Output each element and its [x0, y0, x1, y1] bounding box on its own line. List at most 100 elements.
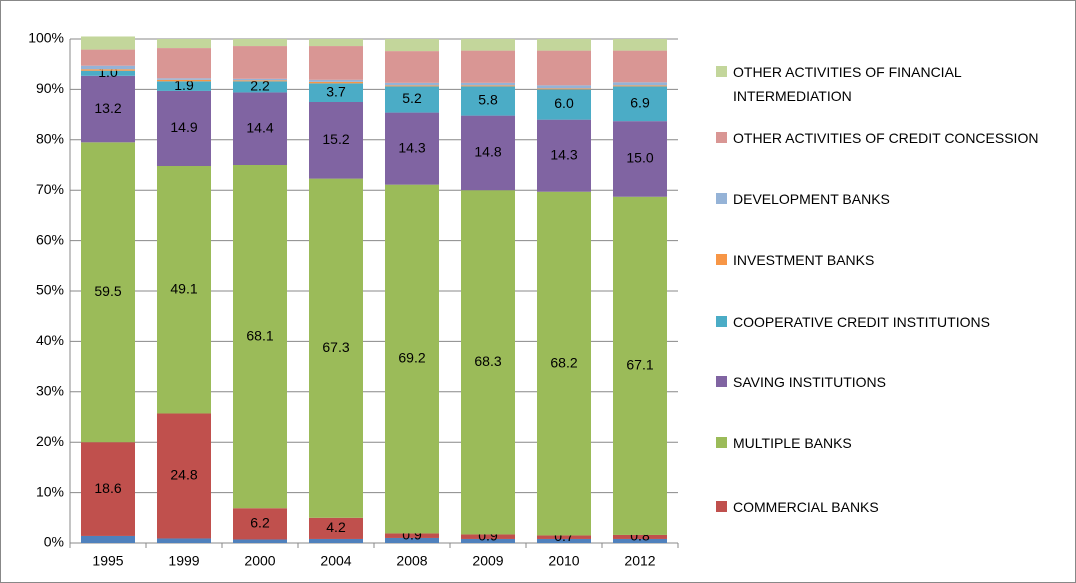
- bar-segment: [157, 166, 211, 414]
- legend-label: OTHER ACTIVITIES OF CREDIT CONCESSION: [733, 130, 1039, 146]
- bar-segment: [233, 46, 287, 79]
- bar-segment: [537, 89, 591, 120]
- bar-segment: [613, 39, 667, 51]
- x-tick-label: 1999: [168, 553, 199, 569]
- bar-segment: [461, 534, 515, 539]
- data-label: 68.3: [474, 353, 501, 369]
- y-tick-label: 70%: [36, 181, 64, 197]
- bar-segment: [81, 36, 135, 50]
- x-tick-label: 2004: [320, 553, 351, 569]
- bar-segment: [385, 82, 439, 86]
- legend-item: OTHER ACTIVITIES OF CREDIT CONCESSION: [716, 126, 1073, 150]
- bar-segment: [81, 69, 135, 71]
- x-tick-label: 2009: [472, 553, 503, 569]
- data-label: 14.8: [474, 144, 501, 160]
- legend-item: OTHER ACTIVITIES OF FINANCIAL INTERMEDIA…: [716, 60, 993, 108]
- bar-segment: [537, 119, 591, 192]
- bar-segment: [613, 538, 667, 543]
- y-tick-label: 50%: [36, 282, 64, 298]
- bar-segment: [309, 102, 363, 179]
- bar-segment: [309, 517, 363, 539]
- bar-segment: [461, 538, 515, 543]
- bar-segment: [233, 78, 287, 81]
- bar-segment: [461, 50, 515, 83]
- x-tick-label: 2012: [624, 553, 655, 569]
- bar-segment: [613, 196, 667, 535]
- bar-segment: [157, 79, 211, 82]
- legend-item: SAVING INSTITUTIONS: [716, 370, 1073, 394]
- bar-segment: [309, 538, 363, 543]
- legend-swatch: [716, 316, 727, 327]
- bar-segment: [309, 46, 363, 80]
- bar-segment: [309, 178, 363, 518]
- data-label: 6.0: [554, 95, 574, 111]
- bar-segment: [233, 80, 287, 82]
- legend-item: COOPERATIVE CREDIT INSTITUTIONS: [716, 310, 1073, 334]
- bar-segment: [81, 442, 135, 536]
- bar-segment: [157, 81, 211, 91]
- legend-swatch: [716, 376, 727, 387]
- legend-label: OTHER ACTIVITIES OF FINANCIAL INTERMEDIA…: [733, 64, 962, 104]
- x-tick-label: 1995: [92, 553, 123, 569]
- bar-segment: [613, 534, 667, 539]
- legend-label: MULTIPLE BANKS: [733, 435, 852, 451]
- data-label: 14.9: [170, 119, 197, 135]
- bar-segment: [613, 85, 667, 87]
- legend-swatch: [716, 254, 727, 265]
- bar-segment: [537, 535, 591, 539]
- bar-segment: [613, 50, 667, 83]
- bar-segment: [233, 539, 287, 543]
- bar-segment: [385, 112, 439, 185]
- data-label: 59.5: [94, 283, 121, 299]
- y-tick-label: 0%: [44, 534, 64, 550]
- legend-swatch: [716, 66, 727, 77]
- data-label: 4.2: [326, 519, 346, 535]
- bar-segment: [461, 39, 515, 51]
- data-label: 6.9: [630, 94, 650, 110]
- bar-segment: [81, 75, 135, 143]
- bar-segment: [309, 79, 363, 82]
- legend-label: DEVELOPMENT BANKS: [733, 191, 890, 207]
- bar-segment: [613, 86, 667, 122]
- bar-segment: [157, 90, 211, 167]
- bar-segment: [613, 121, 667, 197]
- legend-label: COOPERATIVE CREDIT INSTITUTIONS: [733, 314, 990, 330]
- data-label: 5.2: [402, 90, 422, 106]
- bar-segment: [537, 39, 591, 51]
- data-label: 15.0: [626, 150, 653, 166]
- bar-segment: [537, 88, 591, 90]
- bar-segment: [461, 82, 515, 86]
- bar-segment: [157, 413, 211, 539]
- legend-item: MULTIPLE BANKS: [716, 431, 1073, 455]
- bar-segment: [461, 115, 515, 191]
- bar-segment: [233, 81, 287, 93]
- x-tick-label: 2010: [548, 553, 579, 569]
- bar-segment: [537, 50, 591, 86]
- y-tick-label: 20%: [36, 433, 64, 449]
- x-tick-label: 2008: [396, 553, 427, 569]
- bar-segment: [613, 82, 667, 86]
- legend-label: COMMERCIAL BANKS: [733, 499, 879, 515]
- bar-segment: [537, 538, 591, 543]
- bar-segment: [461, 86, 515, 116]
- data-label: 68.2: [550, 354, 577, 370]
- bar-segment: [157, 48, 211, 79]
- bar-segment: [385, 533, 439, 538]
- data-label: 24.8: [170, 467, 197, 483]
- data-label: 68.1: [246, 327, 273, 343]
- bar-segment: [233, 165, 287, 509]
- bar-segment: [385, 85, 439, 87]
- bar-segment: [157, 538, 211, 543]
- data-label: 18.6: [94, 480, 121, 496]
- bar-segment: [385, 86, 439, 113]
- legend-swatch: [716, 193, 727, 204]
- bar-segment: [81, 142, 135, 443]
- bar-segment: [233, 39, 287, 47]
- legend-swatch: [716, 501, 727, 512]
- y-tick-label: 10%: [36, 483, 64, 499]
- data-label: 13.2: [94, 100, 121, 116]
- legend-item: DEVELOPMENT BANKS: [716, 187, 1073, 211]
- data-label: 3.7: [326, 83, 346, 99]
